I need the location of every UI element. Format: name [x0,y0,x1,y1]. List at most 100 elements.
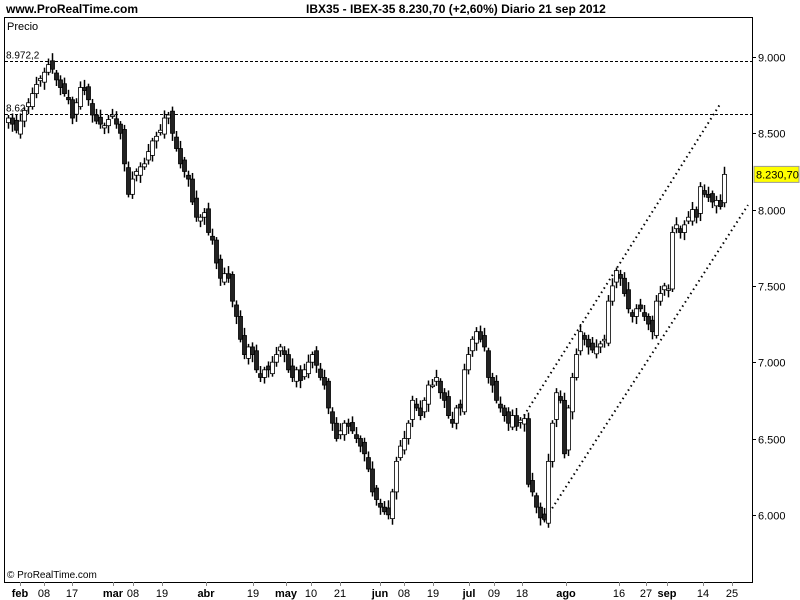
candle [638,298,643,312]
candle [190,172,195,206]
candle-body-up [130,178,135,195]
candle [674,217,679,234]
candle-body-up [158,129,163,133]
candle [642,304,647,321]
candle [722,166,727,208]
candle [214,237,219,270]
x-tick-label: ago [556,588,576,600]
candle-body-down [334,422,339,439]
candle-body-down [314,350,319,366]
candle [414,398,419,412]
candle-body-up [714,200,719,207]
candle-body-down [638,304,643,310]
candle-body-down [10,117,15,125]
candle [238,310,243,343]
x-tick-label: 09 [488,588,500,600]
candle-body-down [486,350,491,378]
candle-body-up [78,87,83,107]
candle-body-down [346,422,351,427]
candle-body-down [218,258,223,279]
candle-body-down [238,316,243,340]
candle [698,182,703,222]
candle [142,157,147,170]
copyright: © ProRealTime.com [7,570,97,581]
candle-body-up [338,430,343,436]
candle-body-up [398,445,403,458]
candle-body-down [530,480,535,493]
candle-body-down [50,60,55,70]
candle [130,171,135,199]
candle [186,170,191,187]
candle-body-down [582,335,587,340]
y-tick-label: 7.500 [758,282,786,294]
candle [546,453,551,528]
candle-body-down [242,335,247,355]
candle-body-up [310,354,315,363]
candle-body-up [426,384,431,405]
candle-body-up [682,224,687,233]
candle-body-down [590,342,595,351]
candle [598,340,603,354]
candle-body-down [438,380,443,394]
candle-body-down [214,239,219,264]
candle [194,190,199,222]
candle-body-up [518,419,523,423]
candle-body-down [298,369,303,381]
candle-body-down [482,335,487,348]
candle [454,404,459,430]
candle [526,412,531,488]
candle [270,356,275,377]
candle [306,354,311,379]
candle [210,228,215,245]
candle-body-down [258,373,263,378]
candle-body-up [474,331,479,344]
candle-body-up [406,422,411,439]
candle [534,492,539,514]
candle-body-down [702,190,707,195]
candle [574,348,579,381]
candle-body-down [646,316,651,325]
candle [682,220,687,241]
candle-body-down [326,380,331,409]
candle-body-down [622,277,627,294]
candle-body-up [410,399,415,420]
y-tick-label: 6.500 [758,435,786,447]
candle-body-down [86,86,91,101]
x-tick-label: feb [12,588,29,600]
candle-body-up [274,354,279,363]
candle-body-up [110,114,115,117]
candle [594,339,599,359]
candle [110,108,115,119]
candle [378,498,383,515]
candle-body-down [66,97,71,101]
candle-body-down [186,174,191,180]
candle-body-up [394,460,399,493]
candle [374,485,379,506]
horizontal-level-label: 8.627 [6,104,31,115]
candle-body-up [662,285,667,291]
candle-body-up [106,119,111,127]
candle-body-up [202,212,207,218]
candle [662,282,667,296]
candle [406,420,411,445]
x-tick-label: 19 [427,588,439,600]
candle [558,390,563,404]
candle-body-up [246,346,251,359]
x-tick-label: abr [197,588,215,600]
candle-body-up [466,354,471,371]
candle-body-up [546,460,551,524]
candle [42,67,47,90]
y-tick-label: 8.500 [758,129,786,141]
candle-body-up [38,77,43,82]
candle-body-down [254,350,259,371]
candle-body-down [374,487,379,500]
candle-body-up [686,216,691,222]
candle-body-down [282,350,287,355]
candle [366,451,371,473]
candle-body-down [174,136,179,149]
candle [422,397,427,418]
candle-body-down [502,407,507,417]
candle [206,202,211,236]
candle-body-down [290,365,295,378]
